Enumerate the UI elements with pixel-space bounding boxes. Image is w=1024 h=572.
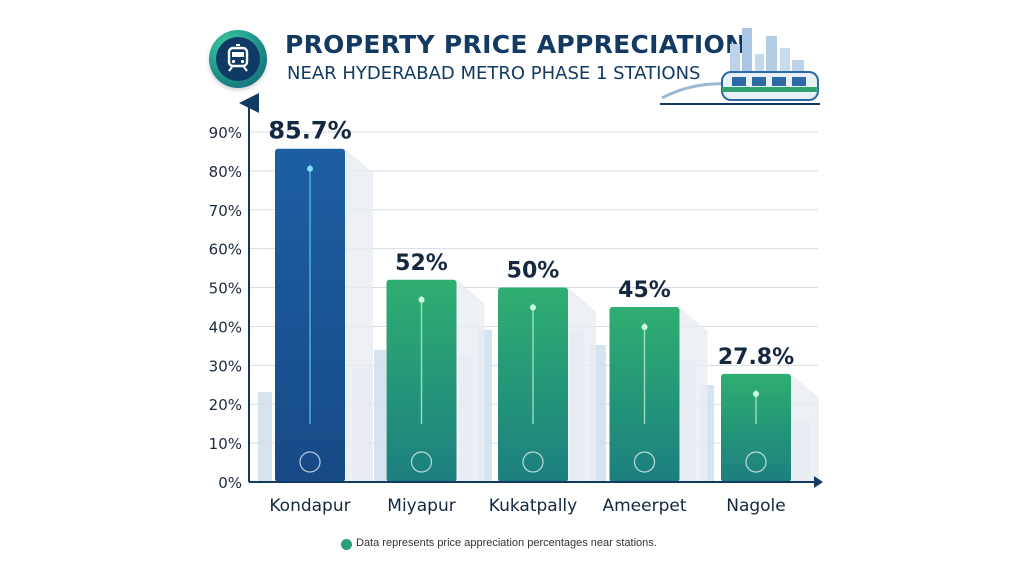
x-tick-label: Miyapur <box>387 496 455 516</box>
metro-train-icon <box>227 44 249 72</box>
y-tick-label: 60% <box>209 241 242 259</box>
location-pin-icon <box>410 451 433 473</box>
metro-logo <box>209 30 267 88</box>
y-tick-label: 80% <box>209 163 242 181</box>
bar-glow-dot <box>418 296 425 303</box>
chart-title: PROPERTY PRICE APPRECIATION <box>285 30 747 59</box>
growth-chart-icon <box>522 451 544 473</box>
data-label: 50% <box>507 259 560 284</box>
x-axis-arrow <box>814 476 823 488</box>
y-tick-label: 0% <box>218 474 242 492</box>
metro-train-skyline-illustration <box>660 28 820 105</box>
bar-glow-dot <box>307 165 313 172</box>
data-label: 52% <box>395 251 448 276</box>
y-tick-label: 50% <box>209 280 242 298</box>
bar-shadow <box>568 287 596 482</box>
logo-inner <box>216 37 260 81</box>
x-tick-label: Nagole <box>726 496 786 516</box>
bar-glow-dot <box>641 324 648 330</box>
data-label: 85.7% <box>268 117 351 145</box>
chart-subtitle: NEAR HYDERABAD METRO PHASE 1 STATIONS <box>287 63 701 84</box>
x-tick-label: Ameerpet <box>602 496 686 516</box>
y-tick-label: 10% <box>209 435 242 453</box>
growth-chart-icon <box>299 451 321 473</box>
y-tick-label: 20% <box>209 396 242 414</box>
bar-shadow <box>791 373 819 482</box>
x-tick-label: Kondapur <box>269 496 350 516</box>
footer-bullet-icon <box>341 539 352 550</box>
bar-shadow <box>679 307 708 482</box>
bar-shadow <box>456 279 485 482</box>
y-tick-label: 70% <box>209 202 242 220</box>
y-tick-label: 40% <box>209 318 242 336</box>
footer-note: Data represents price appreciation perce… <box>356 537 657 549</box>
y-tick-label: 90% <box>209 124 242 142</box>
bar-glow-dot <box>753 390 759 397</box>
data-label: 45% <box>618 278 671 303</box>
bar-shadow <box>345 148 373 482</box>
compass-icon <box>633 451 656 473</box>
buildings-icon <box>745 451 767 473</box>
y-tick-label: 30% <box>209 357 242 375</box>
data-label: 27.8% <box>718 345 794 370</box>
bar-nagole <box>721 373 791 482</box>
bar-glow-dot <box>530 304 536 311</box>
x-tick-label: Kukatpally <box>489 496 577 516</box>
